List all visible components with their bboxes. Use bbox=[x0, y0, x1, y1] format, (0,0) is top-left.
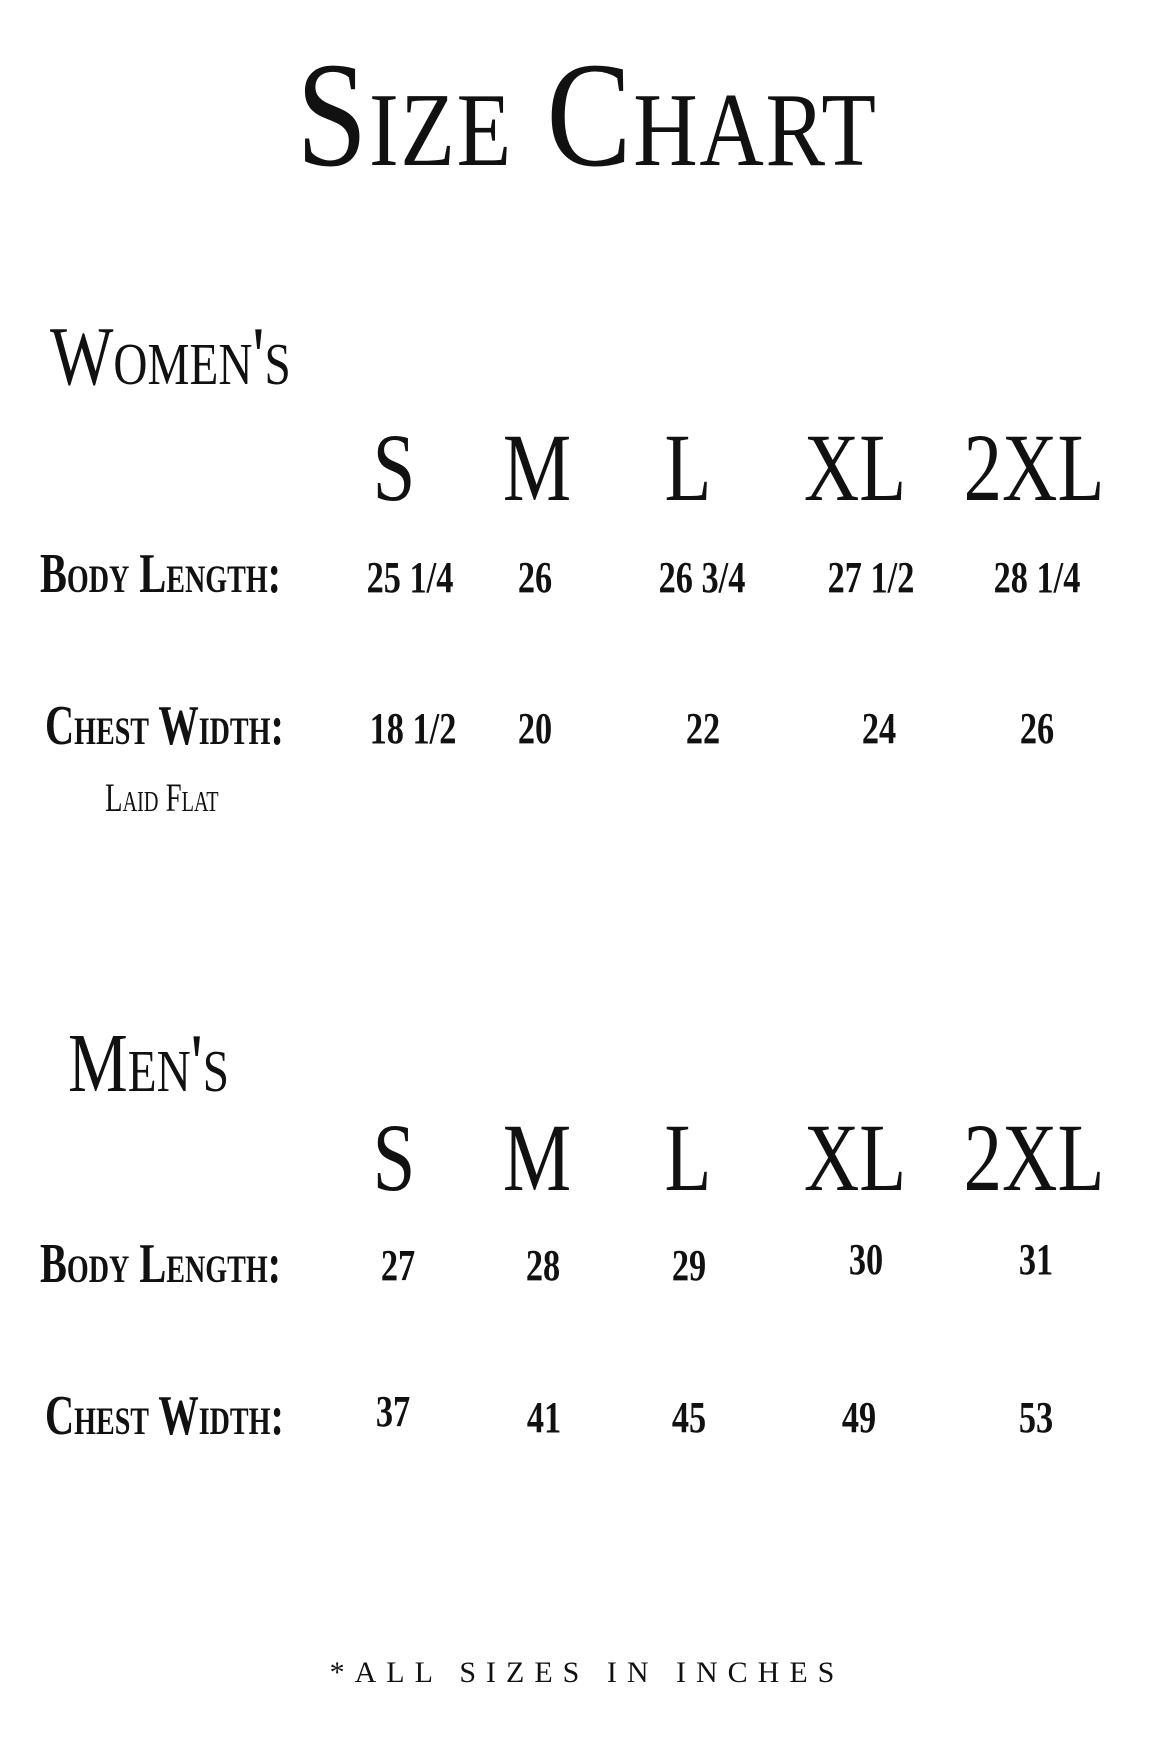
value-cell: 26 bbox=[517, 553, 553, 602]
size-header-xl: XL bbox=[803, 414, 907, 521]
value-cell: 30 bbox=[848, 1235, 884, 1284]
value-cell: 27 1/2 bbox=[827, 553, 915, 602]
size-header-s: S bbox=[372, 1104, 416, 1211]
value-cell: 37 bbox=[375, 1387, 411, 1436]
value-cell: 24 bbox=[861, 704, 897, 753]
value-cell: 20 bbox=[517, 704, 553, 753]
womens-heading: Women's bbox=[50, 310, 291, 403]
value-cell: 45 bbox=[671, 1393, 707, 1442]
size-header-2xl: 2XL bbox=[963, 1104, 1105, 1211]
size-header-l: L bbox=[664, 414, 712, 521]
value-cell: 26 3/4 bbox=[658, 553, 746, 602]
value-cell: 41 bbox=[526, 1393, 562, 1442]
size-header-l: L bbox=[664, 1104, 712, 1211]
value-cell: 25 1/4 bbox=[366, 553, 454, 602]
value-cell: 28 1/4 bbox=[993, 553, 1081, 602]
value-cell: 26 bbox=[1019, 704, 1055, 753]
size-header-xl: XL bbox=[803, 1104, 907, 1211]
value-cell: 49 bbox=[841, 1393, 877, 1442]
value-cell: 22 bbox=[685, 704, 721, 753]
chest-width-label: Chest Width: bbox=[45, 695, 284, 757]
body-length-label: Body Length: bbox=[40, 543, 282, 605]
page-title: Size Chart bbox=[296, 32, 878, 198]
size-header-2xl: 2XL bbox=[963, 414, 1105, 521]
size-header-m: M bbox=[502, 414, 572, 521]
value-cell: 18 1/2 bbox=[369, 704, 457, 753]
body-length-label: Body Length: bbox=[40, 1233, 282, 1295]
laid-flat-note: Laid Flat bbox=[105, 775, 219, 820]
units-footnote: *All sizes in inches bbox=[329, 1656, 845, 1689]
chest-width-label: Chest Width: bbox=[45, 1385, 284, 1447]
size-header-s: S bbox=[372, 414, 416, 521]
value-cell: 28 bbox=[525, 1241, 561, 1290]
value-cell: 53 bbox=[1018, 1393, 1054, 1442]
value-cell: 29 bbox=[671, 1241, 707, 1290]
size-header-m: M bbox=[502, 1104, 572, 1211]
mens-heading: Men's bbox=[68, 1017, 230, 1110]
value-cell: 27 bbox=[380, 1241, 416, 1290]
value-cell: 31 bbox=[1018, 1235, 1054, 1284]
